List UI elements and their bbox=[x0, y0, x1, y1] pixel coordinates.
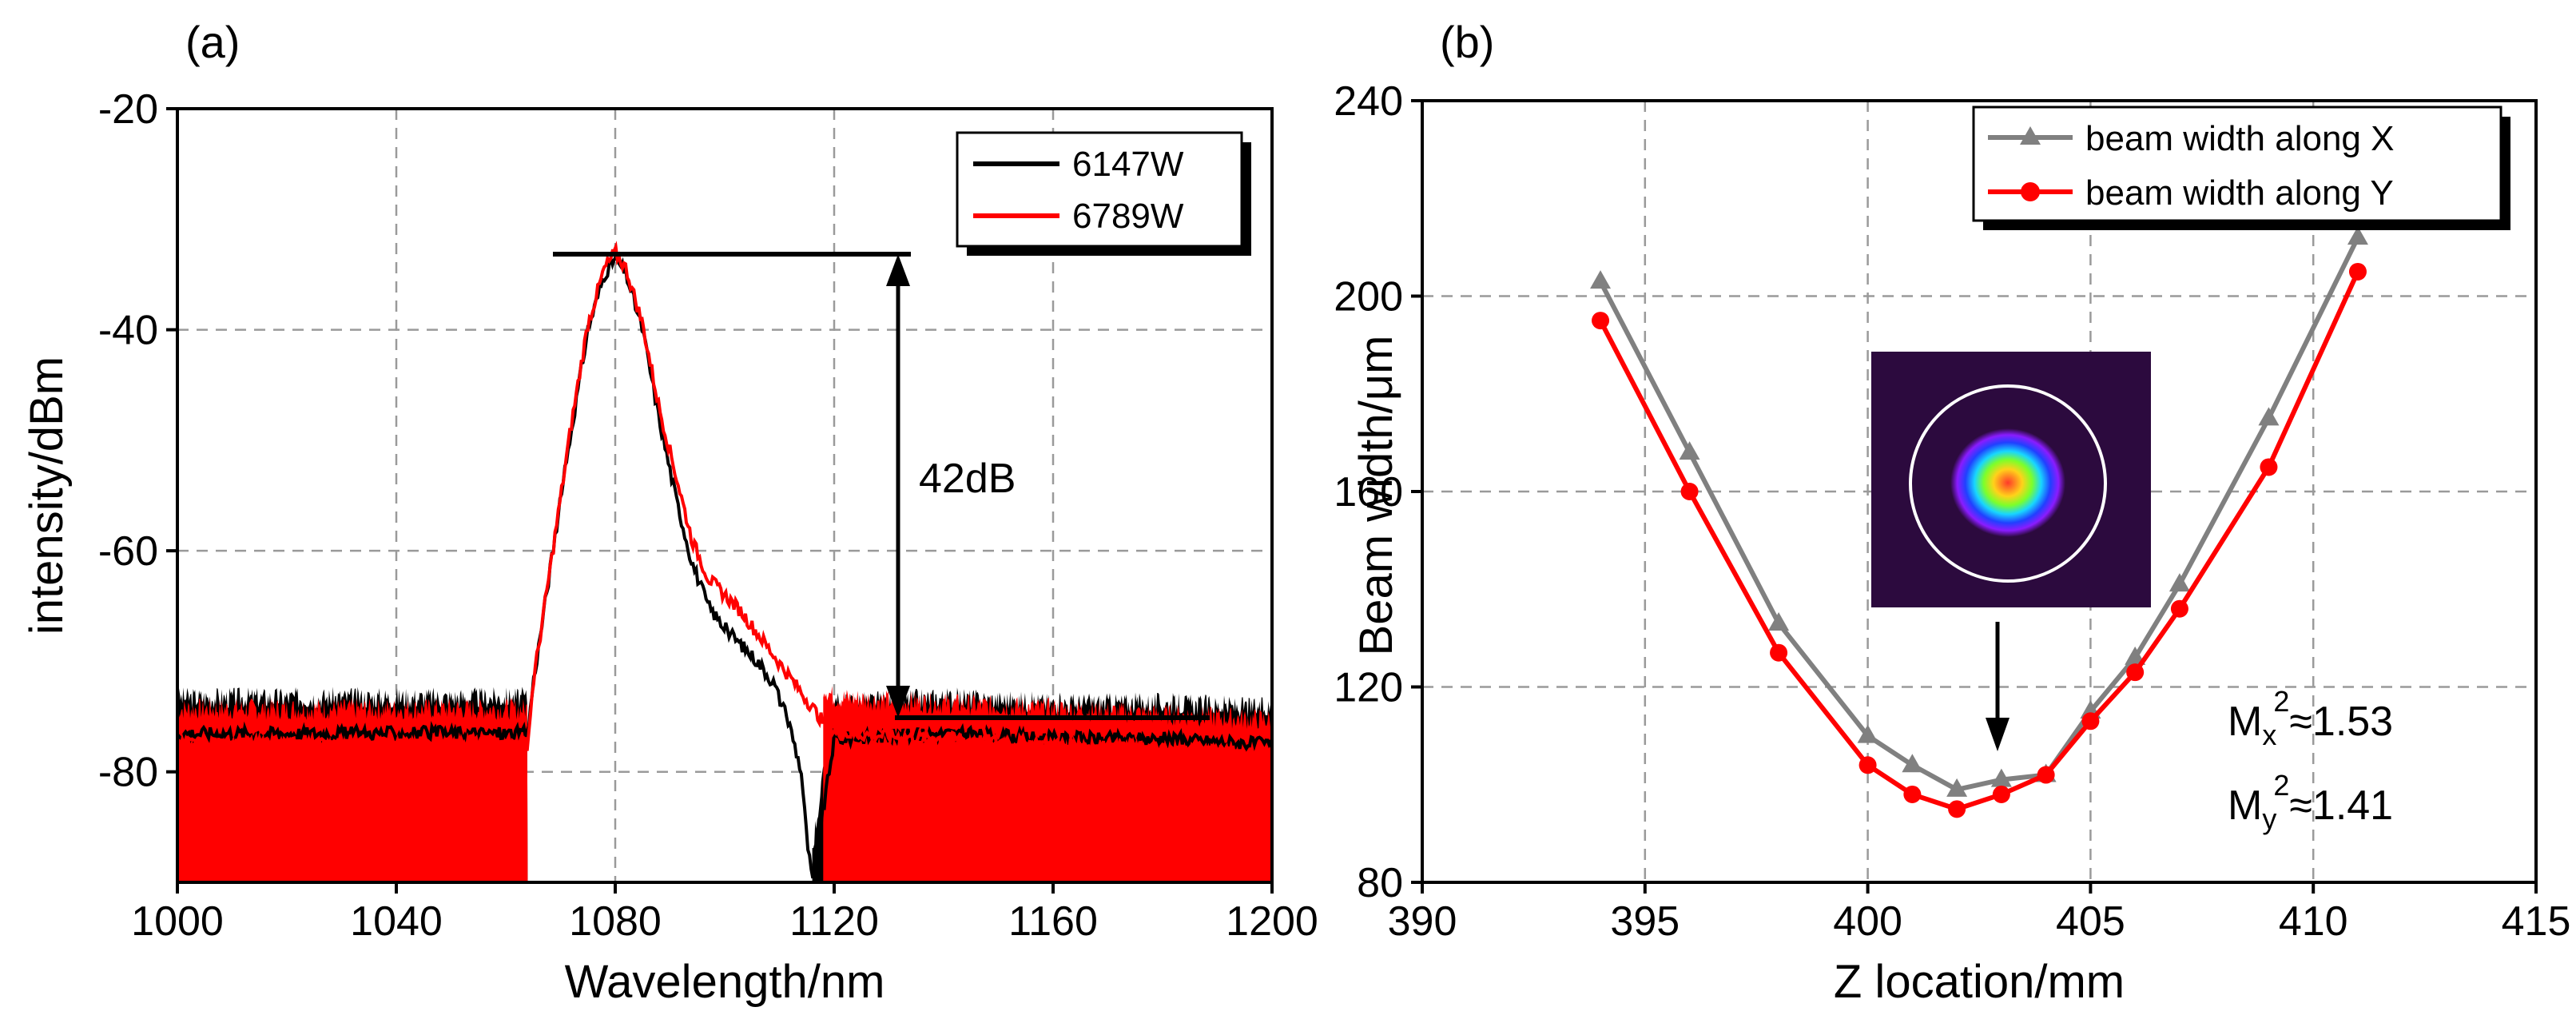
m2-y-base: M bbox=[2228, 782, 2262, 829]
x-tick-label: 1120 bbox=[789, 898, 879, 945]
m2-y-sup: 2 bbox=[2273, 769, 2289, 802]
data-point-x bbox=[2125, 646, 2146, 665]
panel-a-frame bbox=[176, 107, 1274, 884]
data-point-x bbox=[1679, 441, 1700, 460]
data-point-y bbox=[2081, 712, 2100, 730]
dynamic-range-label: 42dB bbox=[919, 456, 1016, 502]
data-point-y bbox=[2037, 766, 2055, 784]
legend-box bbox=[1972, 105, 2502, 222]
y-tick-label: -60 bbox=[98, 528, 158, 575]
beam-profile-inset bbox=[1871, 352, 2151, 751]
range-arrow-head-down bbox=[886, 686, 910, 718]
panel-a-ylabel: intensity/dBm bbox=[21, 356, 73, 635]
data-point-x bbox=[1768, 612, 1790, 631]
x-tick-label: 1040 bbox=[350, 898, 443, 945]
data-point-x bbox=[1946, 778, 1968, 797]
panel-a-series bbox=[177, 241, 1272, 879]
data-point-x bbox=[1902, 754, 1923, 773]
m2-x-value: ≈1.53 bbox=[2289, 699, 2393, 745]
data-point-x bbox=[2169, 573, 2190, 592]
data-point-y bbox=[1680, 483, 1699, 500]
dynamic-range-marker: 42dB bbox=[553, 252, 1210, 720]
data-point-y bbox=[1992, 785, 2010, 803]
y-tick-label: 160 bbox=[1334, 469, 1403, 515]
m2-x-sub: x bbox=[2262, 719, 2276, 751]
m2-y-value: ≈1.41 bbox=[2289, 782, 2393, 829]
panel-a-ticks: 1000 1040 1080 1120 1160 1200 -20 -40 -60 -80 bbox=[98, 86, 1318, 945]
x-tick-label: 1000 bbox=[131, 898, 224, 945]
legend-label-6789w: 6789W bbox=[1072, 197, 1184, 236]
data-point-x bbox=[1590, 270, 1612, 289]
data-point-y bbox=[1948, 800, 1966, 818]
noise-floor-left-1 bbox=[177, 698, 528, 882]
data-point-y bbox=[1770, 643, 1788, 662]
y-tick-label: -80 bbox=[98, 750, 158, 796]
data-point-x bbox=[1990, 768, 2012, 787]
data-point-y bbox=[2348, 262, 2367, 281]
panel-b-ticks: 390 395 400 405 410 415 80 120 160 200 240 bbox=[1334, 78, 2570, 945]
x-tick-label: 400 bbox=[1833, 898, 1902, 945]
data-point-y bbox=[2260, 458, 2278, 476]
inset-pointer-head bbox=[1986, 718, 2010, 751]
legend-label-6147w: 6147W bbox=[1072, 145, 1184, 184]
data-point-x bbox=[2258, 407, 2280, 426]
legend-box bbox=[956, 131, 1243, 248]
y-tick-label: 80 bbox=[1357, 860, 1403, 906]
legend-label-y: beam width along Y bbox=[2085, 173, 2394, 213]
y-tick-label: 120 bbox=[1334, 665, 1403, 711]
data-point-y bbox=[2170, 599, 2188, 618]
panel-b-xlabel: Z location/mm bbox=[1834, 956, 2125, 1008]
y-tick-label: -40 bbox=[98, 308, 158, 354]
panel-b: (b) 390 395 400 405 410 415 bbox=[1334, 17, 2570, 1008]
x-tick-label: 1200 bbox=[1226, 898, 1318, 945]
data-point-y bbox=[1592, 312, 1610, 330]
x-tick-label: 1160 bbox=[1008, 898, 1098, 945]
m2-x-sup: 2 bbox=[2273, 685, 2289, 718]
panel-b-ylabel: Beam width/μm bbox=[1350, 336, 1402, 656]
data-point-y bbox=[1858, 756, 1877, 774]
panel-a-label: (a) bbox=[185, 17, 240, 67]
panel-a-legend: 6147W 6789W bbox=[956, 131, 1251, 256]
data-point-x bbox=[1857, 724, 1878, 743]
x-tick-label: 395 bbox=[1610, 898, 1680, 945]
data-point-y bbox=[1903, 785, 1922, 803]
inset-beam-spot bbox=[1950, 428, 2065, 537]
m2-x-annotation: Mx2≈1.53 bbox=[2228, 685, 2393, 751]
legend-marker-y bbox=[2021, 182, 2040, 201]
m2-y-annotation: My2≈1.41 bbox=[2228, 769, 2393, 835]
x-tick-label: 415 bbox=[2502, 898, 2571, 945]
m2-x-base: M bbox=[2228, 699, 2262, 745]
panel-b-series bbox=[1590, 226, 2368, 818]
panel-b-legend: beam width along X beam width along Y bbox=[1972, 105, 2510, 230]
spectrum-line-1 bbox=[177, 241, 1272, 768]
y-tick-label: 200 bbox=[1334, 274, 1403, 320]
range-arrow-head-up bbox=[886, 254, 910, 286]
panel-a-xlabel: Wavelength/nm bbox=[565, 956, 885, 1008]
legend-marker-x bbox=[2020, 126, 2041, 145]
x-tick-label: 1080 bbox=[569, 898, 662, 945]
m2-y-sub: y bbox=[2262, 802, 2276, 835]
y-tick-label: 240 bbox=[1334, 78, 1403, 125]
panel-b-label: (b) bbox=[1440, 17, 1494, 67]
inset-aperture-ring bbox=[1909, 384, 2107, 583]
x-tick-label: 405 bbox=[2056, 898, 2125, 945]
data-point-y bbox=[2126, 663, 2145, 682]
panel-a: (a) 42dB 1000 1040 1080 1120 1160 1200 -20 -40 -… bbox=[21, 17, 1318, 1008]
legend-label-x: beam width along X bbox=[2085, 119, 2394, 158]
x-tick-label: 390 bbox=[1388, 898, 1457, 945]
x-tick-label: 410 bbox=[2279, 898, 2348, 945]
data-point-x bbox=[2347, 226, 2368, 245]
y-tick-label: -20 bbox=[98, 86, 158, 133]
